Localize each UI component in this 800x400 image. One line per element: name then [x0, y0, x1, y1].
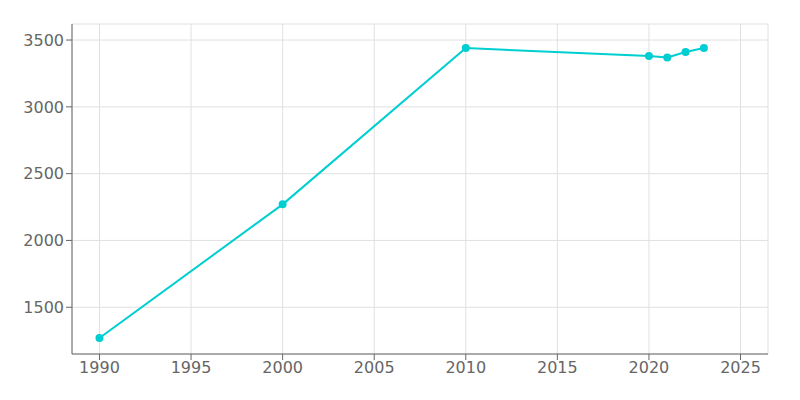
svg-text:2500: 2500: [23, 164, 64, 183]
svg-text:1995: 1995: [171, 358, 212, 377]
svg-text:1990: 1990: [79, 358, 120, 377]
svg-text:1500: 1500: [23, 298, 64, 317]
svg-text:2025: 2025: [720, 358, 761, 377]
svg-text:2005: 2005: [354, 358, 395, 377]
svg-text:2010: 2010: [445, 358, 486, 377]
svg-text:3500: 3500: [23, 31, 64, 50]
svg-text:2000: 2000: [23, 231, 64, 250]
svg-text:2015: 2015: [537, 358, 578, 377]
svg-text:3000: 3000: [23, 98, 64, 117]
svg-text:2000: 2000: [262, 358, 303, 377]
svg-text:2020: 2020: [629, 358, 670, 377]
